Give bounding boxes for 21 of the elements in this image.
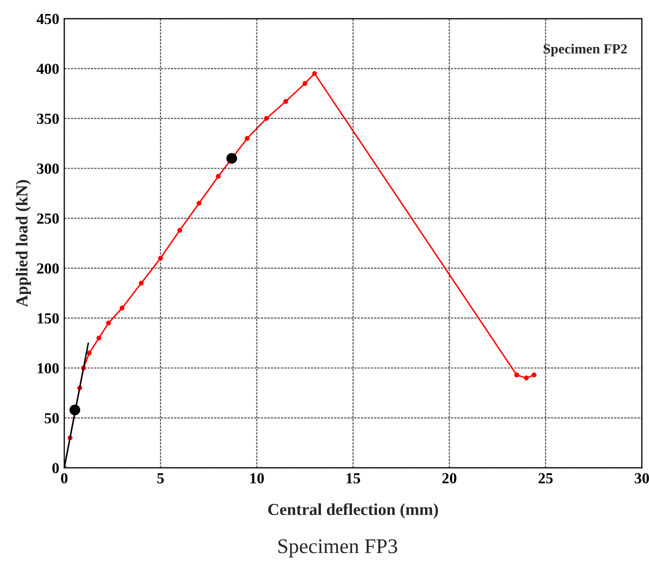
- y-tick-label: 400: [36, 64, 59, 74]
- x-tick-label: 15: [346, 473, 360, 484]
- x-tick-label: 25: [538, 473, 553, 484]
- y-tick-label: 200: [37, 263, 59, 274]
- y-axis-title: Applied load (kN): [16, 180, 31, 307]
- x-axis-title: Central deflection (mm): [268, 503, 438, 518]
- x-tick-label: 0: [61, 473, 68, 484]
- y-tick-label: 100: [38, 363, 59, 374]
- y-tick-label: 0: [52, 462, 59, 474]
- x-tick-label: 5: [157, 473, 164, 484]
- x-tick-label: 30: [634, 473, 649, 484]
- y-tick-label: 250: [37, 213, 59, 224]
- y-tick-label: 300: [37, 164, 59, 174]
- x-tick-label: 20: [442, 473, 456, 484]
- x-tick-label: 10: [250, 473, 264, 484]
- y-tick-label: 150: [38, 313, 59, 324]
- y-tick-label: 50: [44, 413, 59, 424]
- y-tick-label: 350: [37, 114, 59, 124]
- y-tick-label: 450: [36, 14, 59, 24]
- text: Specimen FP3: [278, 539, 398, 558]
- annotation: Specimen FP2: [544, 44, 627, 56]
